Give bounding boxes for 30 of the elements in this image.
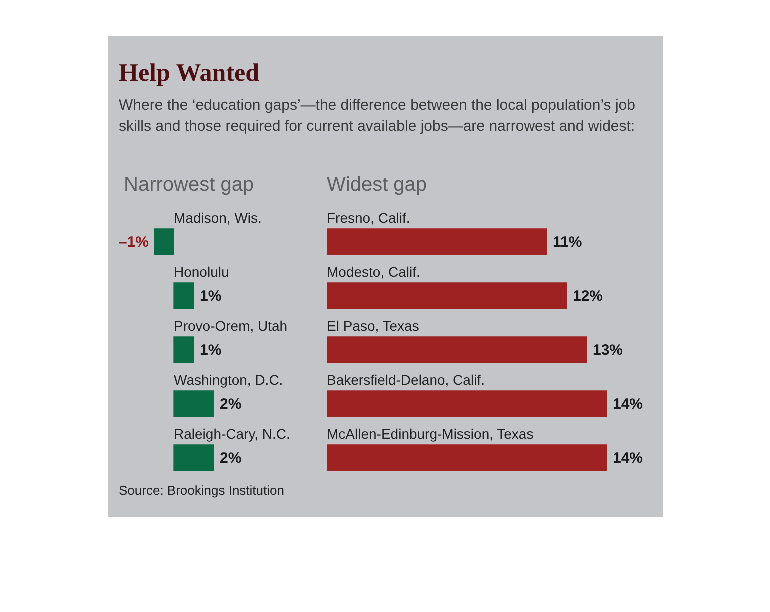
bar [327,336,588,364]
source-note: Source: Brookings Institution [119,483,284,498]
text: Where the ‘education gaps’—the difference between the local population’s job skills and those required for current available jobs—are narrowest and widest: [119,96,636,137]
y-tick-label: Fresno, Calif. [327,210,410,226]
y-tick-label: McAllen-Edinburg-Mission, Texas [327,426,534,442]
y-tick-label: Madison, Wis. [174,210,262,226]
data-label: 12% [573,288,604,306]
chart-title: Widest gap [327,173,428,198]
data-label: 1% [200,288,222,306]
data-label: 14% [613,396,644,414]
y-tick-label: Bakersfield-Delano, Calif. [327,372,485,388]
y-tick-label: Provo-Orem, Utah [174,318,288,334]
data-label: 2% [220,450,242,468]
y-tick-label: Modesto, Calif. [327,264,420,280]
data-label: 14% [613,450,644,468]
y-tick-label: Honolulu [174,264,230,280]
y-tick-label: Washington, D.C. [174,372,284,388]
y-tick-label: Raleigh-Cary, N.C. [174,426,290,442]
data-label: 1% [200,342,222,360]
bar [327,282,568,310]
bar [327,228,548,256]
data-label: –1% [118,234,149,252]
data-label: 2% [220,396,242,414]
text: Help Wanted [119,60,260,88]
bar [327,444,607,472]
data-label: 13% [593,342,624,360]
y-tick-label: El Paso, Texas [327,318,420,334]
chart-title: Narrowest gap [123,173,256,198]
data-label: 11% [553,234,582,252]
bar [327,390,607,418]
